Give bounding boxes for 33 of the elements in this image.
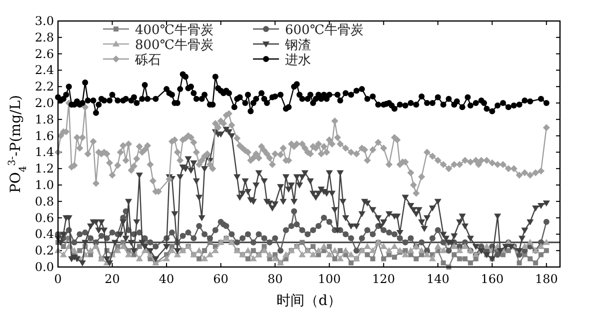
x-tick-label: 40	[158, 272, 174, 286]
y-tick-label: 0.6	[34, 210, 54, 225]
y-tick-label: 1.2	[34, 162, 54, 176]
x-tick-label: 160	[480, 272, 504, 286]
x-tick-label: 140	[426, 272, 450, 286]
x-tick-label: 0	[54, 272, 62, 286]
legend-label: 400℃牛骨炭	[135, 23, 214, 38]
x-tick-label: 80	[267, 272, 283, 286]
y-tick-label: 2.8	[34, 30, 54, 44]
x-tick-label: 100	[318, 272, 341, 286]
legend-label: 进水	[285, 53, 311, 68]
y-tick-label: 0.2	[34, 244, 54, 258]
y-tick-label: 0.0	[34, 260, 54, 274]
y-tick-label: 1.6	[34, 128, 54, 143]
x-tick-label: 20	[104, 272, 120, 286]
x-axis-title: 时间（d）	[276, 293, 342, 309]
legend-label: 钢渣	[284, 38, 311, 53]
legend-label: 800℃牛骨炭	[135, 38, 214, 53]
y-tick-label: 3.0	[34, 14, 54, 28]
x-tick-label: 180	[534, 272, 558, 286]
y-tick-label: 2.2	[34, 80, 54, 94]
x-tick-label: 120	[372, 272, 396, 286]
legend-label: 砾石	[134, 53, 161, 68]
legend-label: 600℃牛骨炭	[285, 23, 364, 38]
y-tick-label: 1.0	[34, 178, 54, 192]
y-tick-label: 1.8	[34, 112, 54, 126]
y-tick-label: 1.4	[34, 145, 54, 160]
y-tick-label: 2.4	[34, 63, 54, 78]
y-tick-label: 2.6	[34, 46, 54, 61]
x-tick-label: 60	[213, 272, 228, 286]
y-tick-label: 0.4	[34, 227, 54, 242]
y-tick-label: 0.8	[34, 194, 54, 208]
y-tick-label: 2.0	[34, 96, 54, 110]
